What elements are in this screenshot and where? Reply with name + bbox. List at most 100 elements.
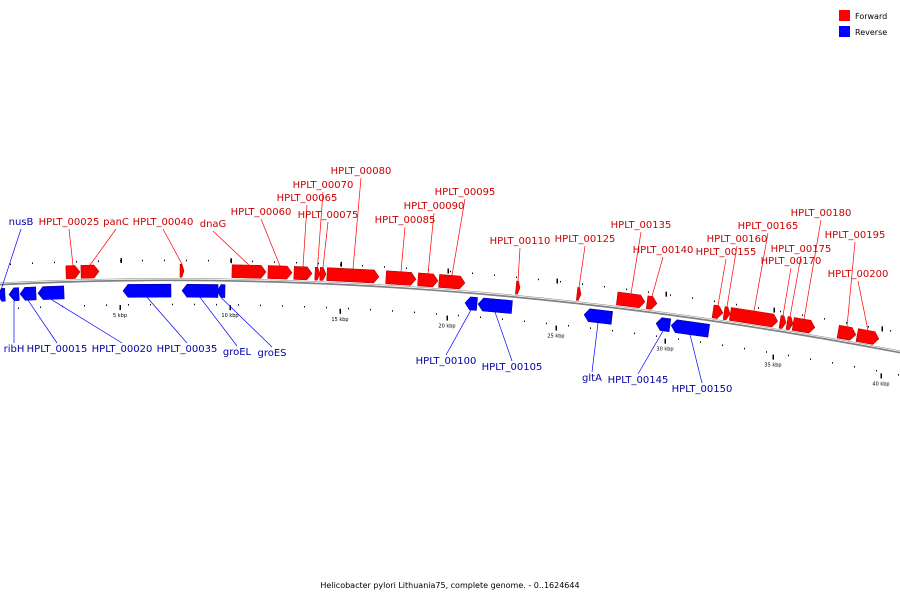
minor-tick-lower	[304, 305, 305, 308]
minor-tick-upper	[714, 300, 715, 303]
forward-gene-arrow	[267, 265, 293, 280]
reverse-gene-label: HPLT_00145	[608, 375, 669, 386]
forward-gene-label: panC	[103, 217, 129, 228]
minor-tick-lower	[216, 303, 217, 306]
minor-tick-upper	[692, 297, 693, 299]
forward-gene-arrow	[326, 267, 380, 284]
gene-leader-line	[302, 204, 308, 267]
forward-gene-arrow	[785, 316, 794, 331]
forward-gene-label: HPLT_00135	[611, 220, 672, 231]
forward-gene-arrow	[293, 266, 313, 281]
gene-leader-line	[782, 267, 792, 316]
forward-gene-arrow	[417, 272, 439, 288]
forward-gene-label: HPLT_00095	[435, 187, 496, 198]
forward-gene-arrow	[319, 267, 327, 281]
forward-gene-arrow	[438, 274, 466, 290]
forward-gene-label: HPLT_00180	[791, 208, 852, 219]
minor-tick-upper	[670, 294, 671, 296]
gene-leader-line	[352, 177, 362, 269]
major-tick	[555, 325, 557, 331]
gene-leader-line	[726, 245, 738, 308]
minor-tick-upper	[736, 303, 737, 306]
gene-leader-line	[68, 228, 74, 266]
forward-gene-arrow	[791, 317, 816, 334]
minor-tick-upper	[274, 261, 275, 263]
minor-tick-upper	[494, 274, 495, 276]
reverse-gene-label: ribH	[4, 344, 25, 355]
reverse-gene-label: HPLT_00105	[482, 362, 543, 373]
minor-tick-upper	[98, 260, 99, 262]
reverse-gene-label: HPLT_00015	[27, 344, 88, 355]
gene-leader-line	[50, 298, 123, 344]
minor-tick-lower	[656, 335, 657, 337]
genome-track: 5 kbp 10 kbp 15 kbp 20 kbp 25 kbp 30 kbp 35 kb…	[0, 166, 900, 395]
gene-leader-line	[89, 228, 117, 266]
gene-leader-line	[637, 330, 664, 375]
forward-gene-label: HPLT_00085	[375, 215, 436, 226]
minor-tick-lower	[744, 347, 745, 350]
reverse-gene-label: HPLT_00100	[416, 356, 477, 367]
forward-gene-arrow	[778, 315, 787, 329]
gene-leader-line	[803, 219, 822, 320]
minor-tick-lower	[238, 304, 239, 306]
minor-tick-upper	[142, 259, 143, 262]
minor-tick-lower	[832, 362, 833, 364]
minor-tick-lower	[348, 307, 349, 310]
gene-leader-line	[517, 247, 521, 282]
minor-tick-upper	[76, 260, 77, 263]
gene-leader-line	[789, 255, 802, 317]
minor-tick-upper	[164, 259, 165, 262]
gene-leader-line	[630, 231, 642, 294]
gene-leader-line	[322, 221, 329, 268]
minor-tick-lower	[524, 320, 525, 323]
gene-leader-line	[857, 280, 869, 331]
minor-tick-lower	[260, 304, 261, 307]
minor-tick-lower	[172, 303, 173, 306]
gene-leader-line	[451, 198, 466, 276]
gene-leader-line	[400, 226, 406, 272]
minor-tick-lower	[634, 332, 635, 335]
legend-reverse-swatch	[839, 26, 850, 37]
major-tick	[772, 354, 774, 360]
reverse-gene-arrow	[477, 297, 513, 314]
forward-gene-arrow	[65, 265, 81, 280]
gene-leader-line	[199, 297, 238, 347]
gene-leader-line	[27, 299, 58, 344]
minor-tick-upper	[296, 261, 297, 264]
minor-tick-upper	[868, 325, 869, 328]
minor-tick-lower	[722, 344, 723, 347]
forward-gene-label: HPLT_00110	[490, 236, 551, 247]
minor-tick-upper	[450, 270, 451, 273]
minor-tick-upper	[802, 314, 803, 316]
reverse-gene-arrow	[181, 283, 219, 298]
reverse-gene-label: nusB	[9, 217, 34, 228]
major-tick-upper	[120, 258, 122, 264]
forward-gene-label: HPLT_00175	[771, 244, 832, 255]
minor-tick-lower	[502, 318, 503, 320]
tick-label: 35 kbp	[764, 363, 781, 369]
minor-tick-upper	[318, 262, 319, 265]
gene-leader-line	[846, 241, 856, 327]
forward-gene-label: HPLT_00125	[555, 234, 616, 245]
minor-tick-lower	[700, 341, 701, 343]
forward-gene-arrow	[515, 280, 521, 295]
minor-tick-lower	[326, 306, 327, 309]
minor-tick-lower	[150, 303, 151, 306]
minor-tick-upper	[406, 267, 407, 270]
forward-gene-arrow	[645, 295, 658, 310]
minor-tick-upper	[560, 280, 561, 283]
reverse-gene-label: gltA	[582, 373, 602, 384]
minor-tick-lower	[194, 303, 195, 306]
minor-tick-upper	[32, 262, 33, 265]
forward-gene-label: HPLT_00075	[298, 210, 359, 221]
gene-leader-line	[260, 218, 281, 267]
forward-gene-arrow	[231, 264, 267, 279]
minor-tick-lower	[458, 314, 459, 317]
minor-tick-upper	[758, 307, 759, 309]
minor-tick-upper	[604, 285, 605, 288]
minor-tick-lower	[84, 304, 85, 307]
minor-tick-lower	[568, 324, 569, 327]
gene-leader-line	[651, 256, 664, 297]
forward-gene-arrow	[80, 264, 100, 279]
reverse-gene-label: HPLT_00020	[92, 344, 153, 355]
